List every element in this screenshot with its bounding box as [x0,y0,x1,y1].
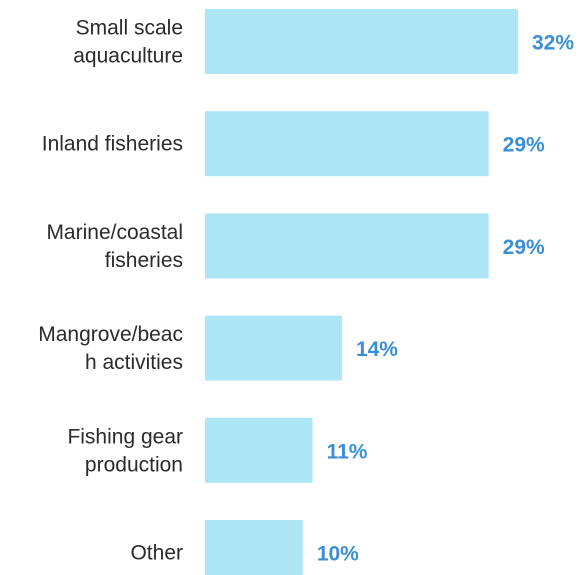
bar-3 [205,315,342,381]
category-label: Marine/coastal fisheries [46,221,183,272]
value-label: 10% [317,543,359,566]
category-label: Inland fisheries [42,133,183,156]
value-label: 32% [532,32,574,55]
value-label: 29% [503,236,545,259]
category-label: Small scale aquaculture [73,17,183,68]
bar-4 [205,417,313,483]
bar-5 [205,520,303,575]
bar-2 [205,213,489,279]
value-label: 14% [356,338,398,361]
category-label: Other [130,542,183,565]
bar-1 [205,111,489,177]
value-label: 11% [327,440,368,463]
category-label: Fishing gear production [67,425,183,476]
category-label: Mangrove/beac h activities [38,323,183,374]
value-label: 29% [503,134,545,157]
bar-0 [205,9,518,74]
